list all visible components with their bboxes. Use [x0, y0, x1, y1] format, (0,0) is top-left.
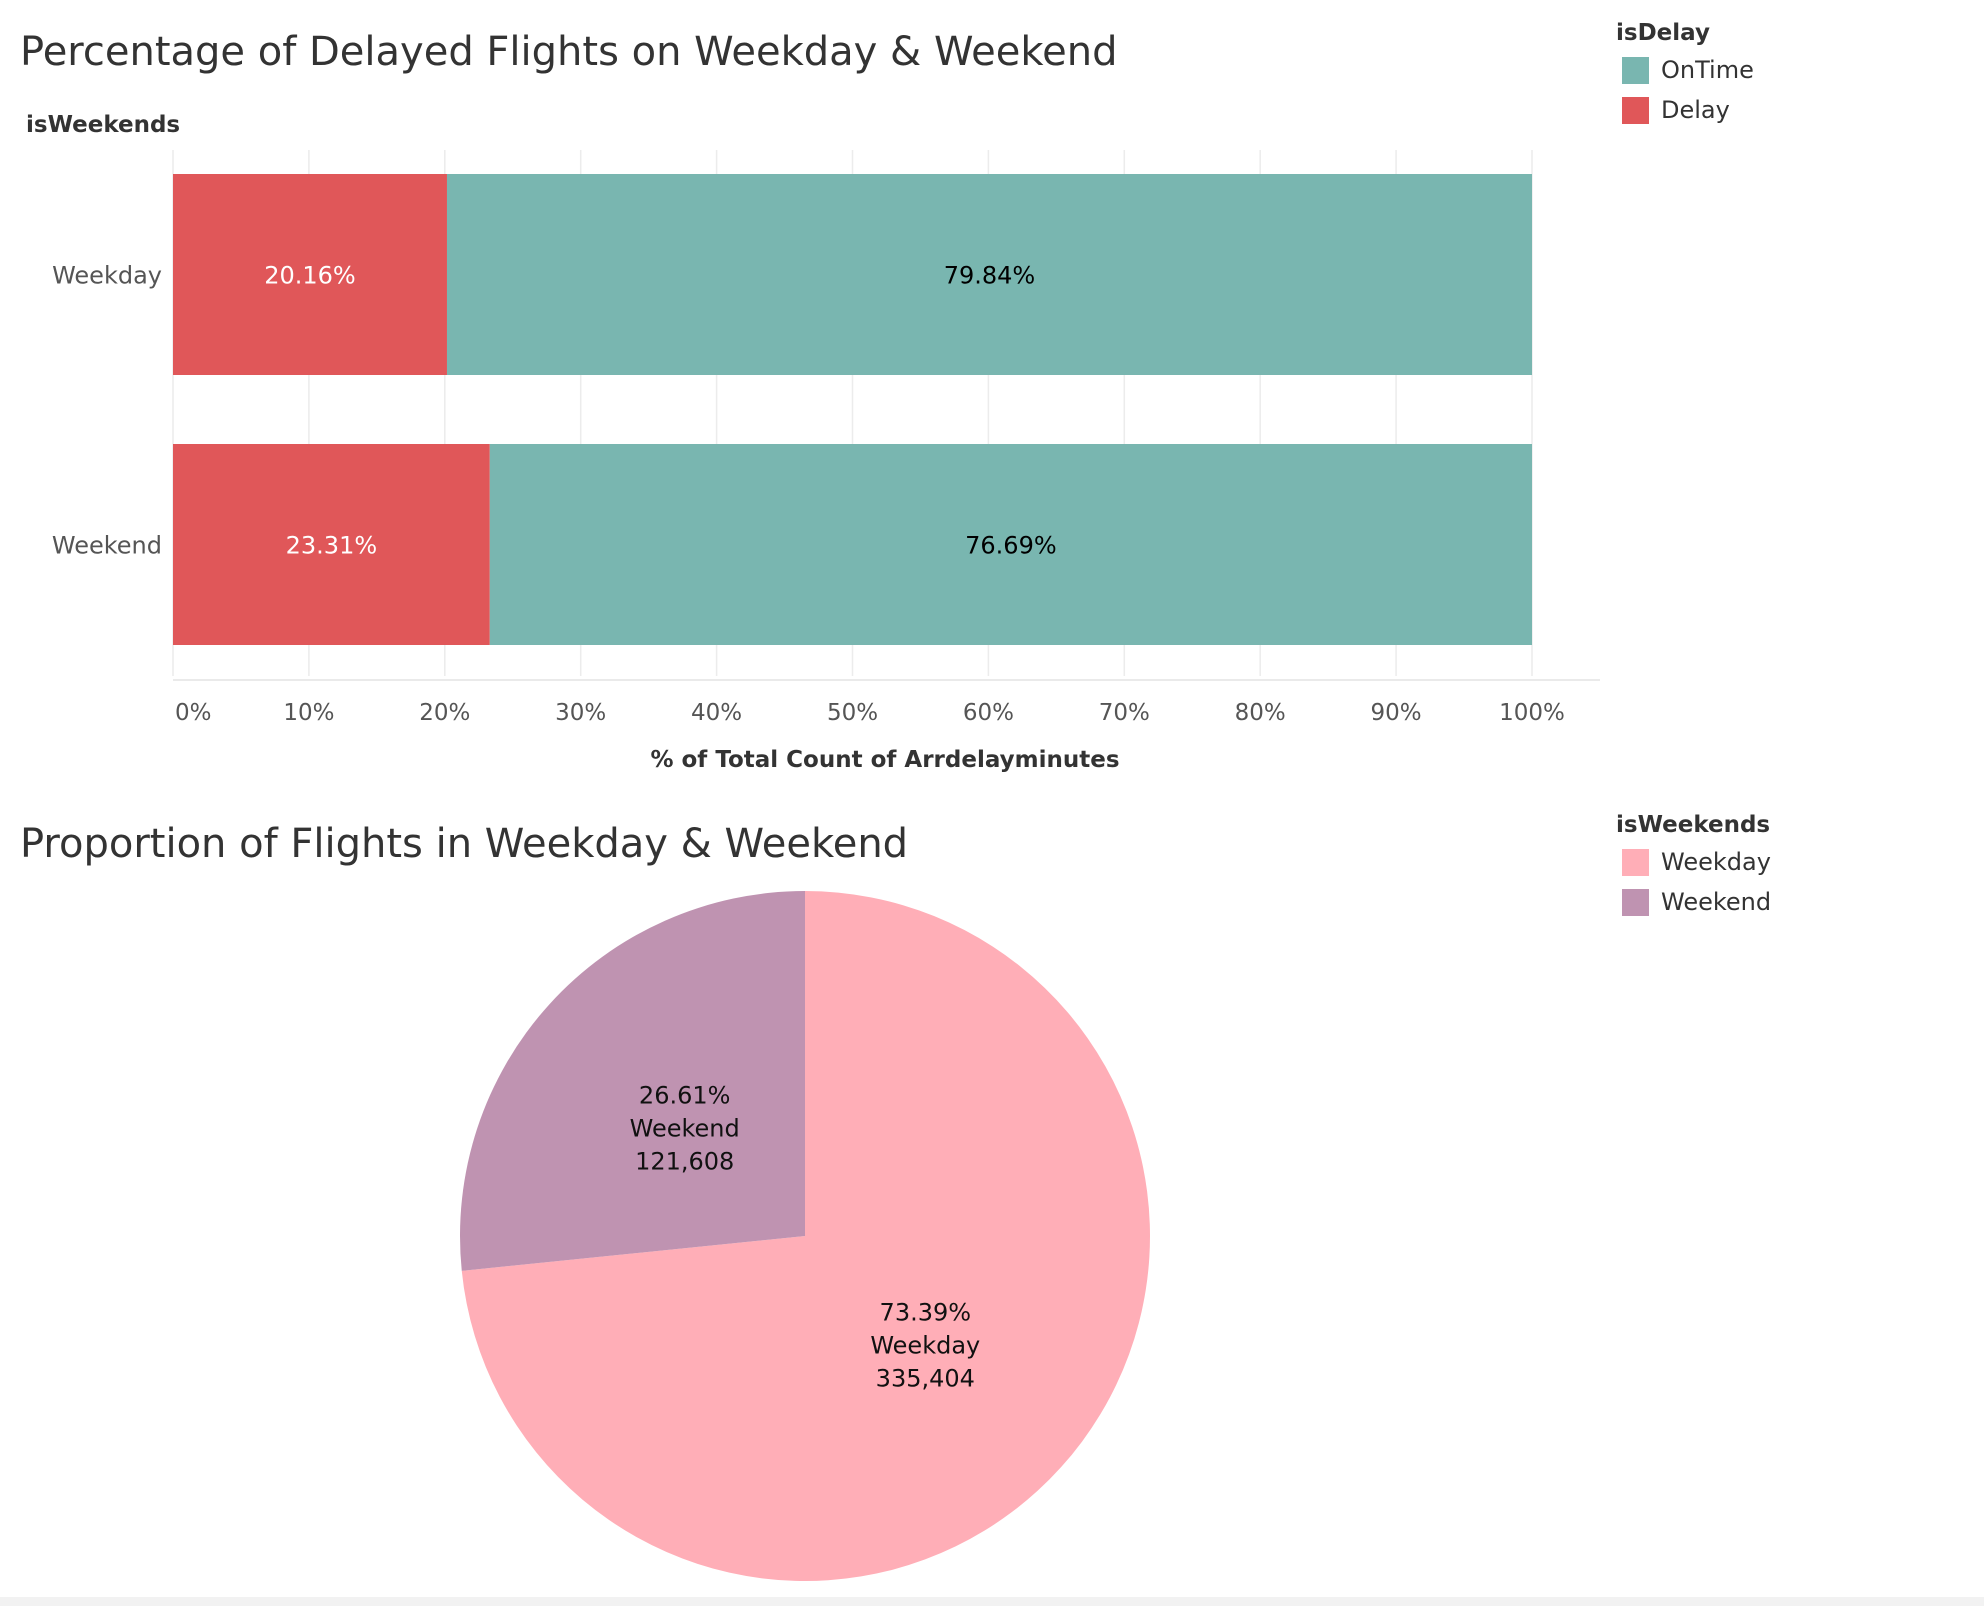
pie-chart-title: Proportion of Flights in Weekday & Weeke…	[20, 821, 909, 867]
bar-chart-title: Percentage of Delayed Flights on Weekday…	[20, 29, 1118, 75]
data-label-ontime-weekend: 76.69%	[965, 532, 1057, 560]
legend-swatch-delay	[1622, 96, 1649, 124]
legend-swatch-ontime	[1622, 56, 1649, 84]
pie-slice-weekday[interactable]	[461, 891, 1150, 1581]
stacked-bar-chart: isWeekends Weekday 20.16% 79.84% Weekend 23.3…	[26, 112, 1600, 773]
category-label-weekend: Weekend	[52, 532, 162, 560]
bar-ontime-weekend[interactable]	[489, 444, 1532, 645]
pie-slice-weekend[interactable]	[459, 891, 805, 1271]
category-label-weekday: Weekday	[52, 262, 162, 290]
legend-label-delay: Delay	[1661, 96, 1730, 124]
bar-delay-weekday[interactable]	[173, 174, 447, 375]
data-label-delay-weekday: 20.16%	[264, 262, 356, 290]
isdelay-legend: isDelay OnTime Delay	[1616, 16, 1754, 130]
legend-label-weekday: Weekday	[1661, 848, 1771, 876]
x-tick-label-0: 0%	[175, 700, 212, 726]
bar-ontime-weekday[interactable]	[446, 174, 1533, 375]
x-tick-label-2: 20%	[419, 700, 470, 726]
isweekends-legend-title: isWeekends	[1616, 812, 1771, 838]
pie-label-weekday-percent: 73.39%	[880, 1299, 972, 1327]
legend-item-weekday[interactable]: Weekday	[1616, 842, 1771, 882]
x-tick-label-8: 80%	[1235, 700, 1286, 726]
pie-label-weekend-value: 121,608	[635, 1147, 734, 1175]
x-tick-label-9: 90%	[1371, 700, 1422, 726]
bottom-scrollbar-strip	[0, 1597, 1984, 1606]
x-tick-label-7: 70%	[1099, 700, 1150, 726]
legend-swatch-weekend	[1622, 888, 1649, 916]
legend-item-weekend[interactable]: Weekend	[1616, 882, 1771, 922]
legend-label-weekend: Weekend	[1661, 888, 1772, 916]
legend-label-ontime: OnTime	[1661, 56, 1754, 84]
row-header-isweekends: isWeekends	[26, 112, 180, 138]
x-tick-label-5: 50%	[827, 700, 878, 726]
legend-item-ontime[interactable]: OnTime	[1616, 50, 1754, 90]
x-axis-title: % of Total Count of Arrdelayminutes	[650, 747, 1119, 773]
isweekends-legend: isWeekends Weekday Weekend	[1616, 808, 1771, 922]
legend-swatch-weekday	[1622, 848, 1649, 876]
pie-label-weekday-name: Weekday	[870, 1332, 980, 1360]
x-tick-label-1: 10%	[283, 700, 334, 726]
x-tick-label-4: 40%	[691, 700, 742, 726]
data-label-ontime-weekday: 79.84%	[944, 262, 1036, 290]
x-tick-label-3: 30%	[555, 700, 606, 726]
x-tick-label-6: 60%	[963, 700, 1014, 726]
pie-label-weekend-name: Weekend	[630, 1114, 740, 1142]
isdelay-legend-title: isDelay	[1616, 20, 1710, 46]
pie-label-weekday-value: 335,404	[876, 1365, 975, 1393]
x-tick-label-10: 100%	[1499, 700, 1565, 726]
legend-item-delay[interactable]: Delay	[1616, 90, 1754, 130]
bar-delay-weekend[interactable]	[173, 444, 490, 645]
pie-label-weekend-percent: 26.61%	[639, 1081, 731, 1109]
data-label-delay-weekend: 23.31%	[286, 532, 378, 560]
